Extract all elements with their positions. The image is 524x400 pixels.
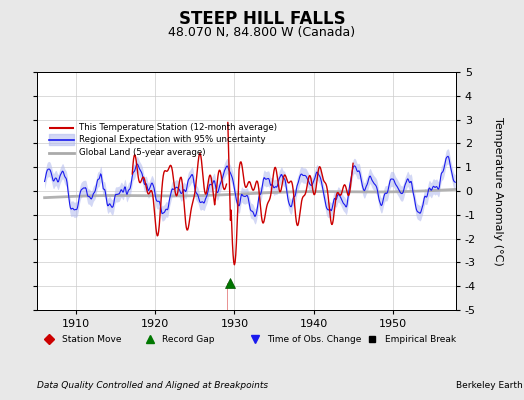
Text: This Temperature Station (12-month average): This Temperature Station (12-month avera…: [79, 123, 277, 132]
Text: Global Land (5-year average): Global Land (5-year average): [79, 148, 205, 157]
Text: Berkeley Earth: Berkeley Earth: [456, 381, 522, 390]
Text: Time of Obs. Change: Time of Obs. Change: [267, 334, 362, 344]
Text: Empirical Break: Empirical Break: [385, 334, 456, 344]
Text: STEEP HILL FALLS: STEEP HILL FALLS: [179, 10, 345, 28]
Text: Data Quality Controlled and Aligned at Breakpoints: Data Quality Controlled and Aligned at B…: [37, 381, 268, 390]
Text: 48.070 N, 84.800 W (Canada): 48.070 N, 84.800 W (Canada): [168, 26, 356, 39]
Text: Record Gap: Record Gap: [162, 334, 215, 344]
Text: Station Move: Station Move: [62, 334, 122, 344]
Text: Regional Expectation with 95% uncertainty: Regional Expectation with 95% uncertaint…: [79, 136, 266, 144]
Y-axis label: Temperature Anomaly (°C): Temperature Anomaly (°C): [493, 117, 503, 265]
